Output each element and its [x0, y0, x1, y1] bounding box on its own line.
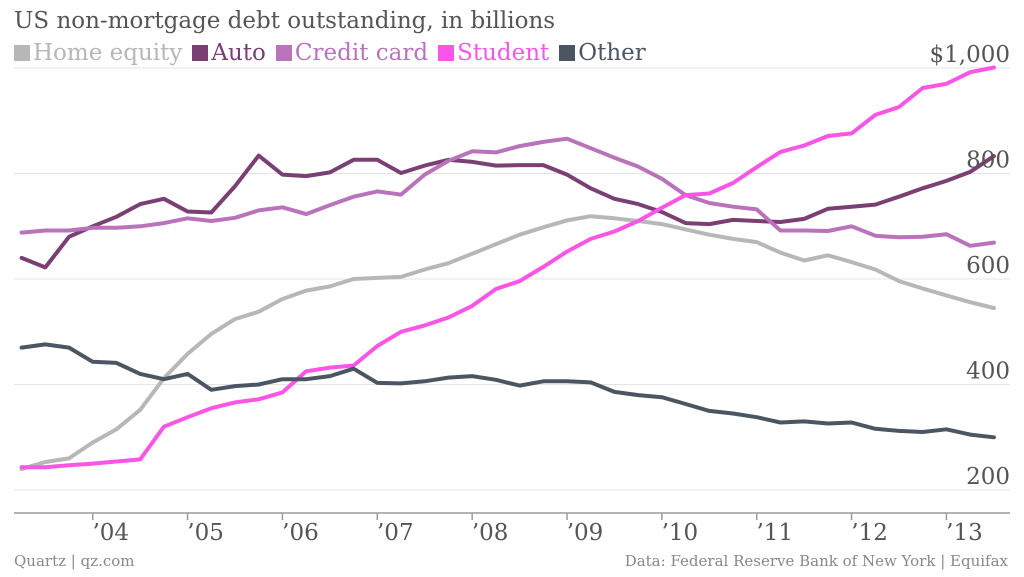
y-tick-label-1: 400	[966, 359, 1010, 385]
x-tick-label-0: ’04	[92, 520, 129, 546]
legend-swatch-other	[559, 45, 576, 61]
y-tick-label-3: 800	[966, 148, 1010, 174]
legend-item-credit-card: Credit card	[275, 40, 429, 66]
footer-source-left: Quartz | qz.com	[14, 552, 135, 570]
x-tick-label-2: ’06	[282, 520, 319, 546]
legend-item-auto: Auto	[192, 40, 266, 66]
y-tick-label-4: $1,000	[930, 42, 1010, 68]
legend-swatch-student	[438, 45, 455, 61]
legend-label-home-equity: Home equity	[33, 40, 183, 66]
x-tick-label-1: ’05	[187, 520, 224, 546]
series-line-credit-card	[19, 136, 996, 248]
legend-swatch-credit-card	[275, 45, 292, 61]
series-line-other	[19, 342, 996, 440]
series-line-home-equity	[19, 214, 996, 471]
y-tick-label-2: 600	[966, 253, 1010, 279]
legend-item-home-equity: Home equity	[14, 40, 182, 66]
x-tick-label-8: ’12	[851, 520, 888, 546]
legend-label-auto: Auto	[211, 40, 266, 66]
legend-label-credit-card: Credit card	[294, 40, 429, 66]
x-tick-label-6: ’10	[662, 520, 699, 546]
x-tick-label-7: ’11	[756, 520, 793, 546]
legend: Home equity Auto Credit card Student Oth…	[14, 40, 646, 66]
legend-label-other: Other	[578, 40, 646, 66]
series-line-auto	[19, 153, 996, 270]
legend-label-student: Student	[457, 40, 550, 66]
y-tick-label-0: 200	[966, 464, 1010, 490]
legend-swatch-home-equity	[14, 45, 30, 61]
x-tick-label-5: ’09	[567, 520, 604, 546]
x-tick-label-3: ’07	[377, 520, 414, 546]
legend-item-student: Student	[438, 40, 549, 66]
chart-title: US non-mortgage debt outstanding, in bil…	[14, 8, 556, 34]
x-tick-label-4: ’08	[472, 520, 509, 546]
legend-swatch-auto	[192, 45, 209, 61]
legend-item-other: Other	[559, 40, 646, 66]
series-line-student	[19, 65, 996, 470]
footer-source-right: Data: Federal Reserve Bank of New York |…	[624, 552, 1008, 570]
x-tick-label-9: ’13	[946, 520, 983, 546]
